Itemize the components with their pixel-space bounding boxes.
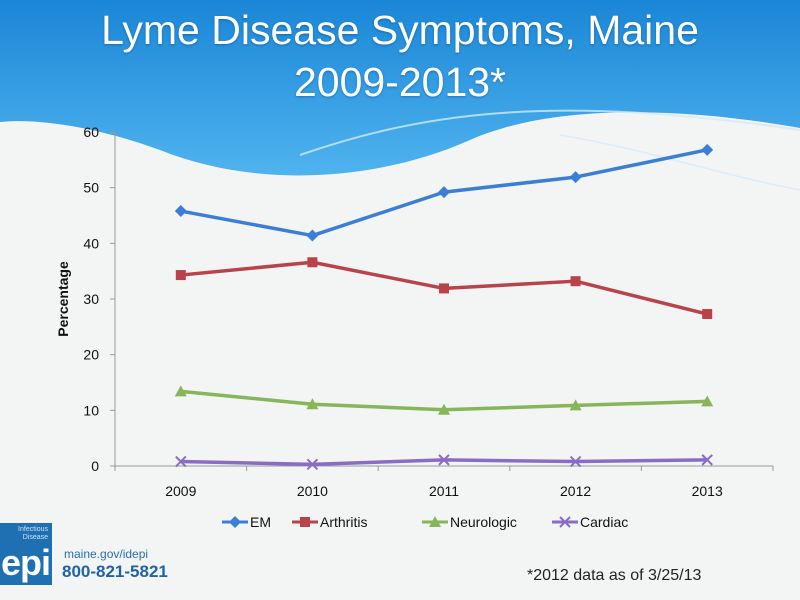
y-tick-label: 60: [83, 124, 99, 140]
y-tick-label: 10: [83, 402, 99, 418]
data-point-neurologic: [569, 399, 582, 411]
data-point-em: [174, 205, 187, 218]
legend-label-neurologic: Neurologic: [450, 514, 517, 530]
logo-small-text-2: Disease: [22, 534, 48, 541]
logo-text: epi: [1, 542, 51, 583]
slide-title: Lyme Disease Symptoms, Maine 2009-2013*: [0, 4, 800, 108]
legend-marker-neurologic: [429, 516, 441, 527]
data-point-arthritis: [175, 270, 186, 281]
y-tick-label: 50: [83, 180, 99, 196]
x-tick-label: 2012: [560, 483, 591, 499]
y-axis-label: Percentage: [55, 261, 71, 337]
data-point-em: [438, 186, 450, 199]
contact-phone: 800-821-5821: [62, 562, 168, 581]
data-point-neurologic: [438, 403, 450, 415]
contact-url: maine.gov/idepi: [64, 547, 149, 561]
data-point-cardiac: [701, 454, 713, 466]
data-point-neurologic: [174, 385, 187, 397]
epi-logo: Infectious Disease epi: [0, 523, 52, 585]
y-tick-label: 0: [91, 458, 99, 474]
data-point-cardiac: [569, 455, 582, 468]
data-point-arthritis: [439, 283, 449, 294]
logo-small-text-1: Infectious: [18, 526, 48, 533]
legend-label-em: EM: [250, 514, 271, 530]
legend-marker-cardiac: [559, 516, 571, 528]
data-point-arthritis: [702, 309, 713, 320]
data-point-cardiac: [175, 455, 187, 468]
data-point-arthritis: [570, 276, 581, 287]
data-point-em: [569, 171, 582, 184]
y-tick-label: 30: [83, 291, 99, 307]
data-point-cardiac: [306, 458, 319, 471]
logo-small-text: Infectious Disease: [4, 526, 48, 542]
x-tick-label: 2013: [692, 483, 723, 499]
data-point-em: [306, 229, 319, 242]
data-point-em: [701, 143, 714, 156]
x-tick-label: 2009: [165, 483, 196, 499]
y-tick-label: 40: [83, 235, 99, 251]
data-point-neurologic: [701, 395, 714, 407]
data-point-arthritis: [307, 257, 318, 268]
footnote: *2012 data as of 3/25/13: [527, 567, 702, 584]
legend-marker-em: [229, 516, 241, 528]
legend-label-cardiac: Cardiac: [580, 514, 628, 530]
data-point-cardiac: [438, 454, 450, 466]
x-tick-label: 2011: [429, 483, 459, 499]
legend-marker-arthritis: [300, 517, 310, 527]
title-line-1: Lyme Disease Symptoms, Maine: [101, 7, 699, 53]
legend-label-arthritis: Arthritis: [320, 514, 367, 530]
title-line-2: 2009-2013*: [293, 59, 507, 105]
data-point-neurologic: [306, 398, 319, 410]
x-tick-label: 2010: [297, 483, 328, 499]
y-tick-label: 20: [83, 347, 99, 363]
